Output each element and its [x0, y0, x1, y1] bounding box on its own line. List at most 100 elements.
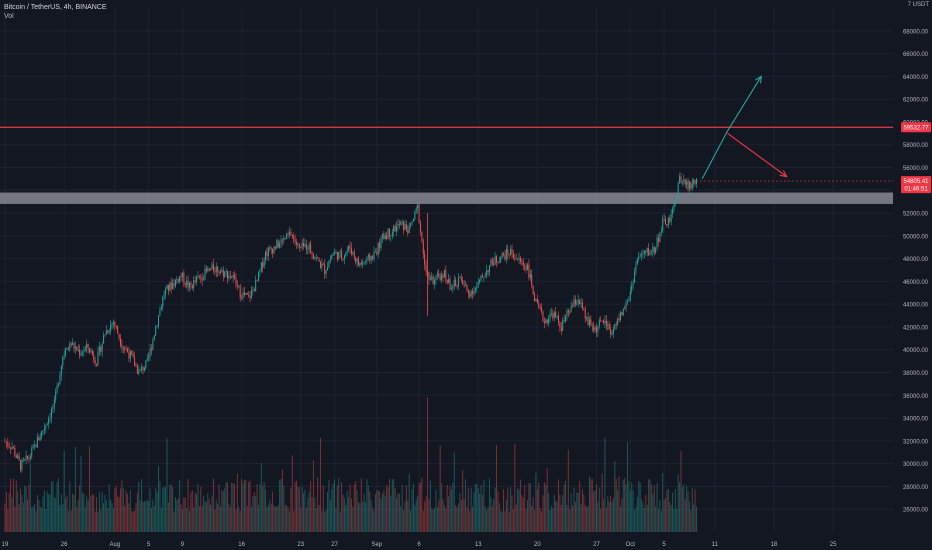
candle-body[interactable] — [398, 224, 400, 226]
candle-body[interactable] — [429, 279, 431, 281]
projection-arrows[interactable] — [701, 75, 788, 180]
candle-body[interactable] — [401, 221, 403, 223]
candle-body[interactable] — [280, 239, 282, 244]
candle-body[interactable] — [34, 444, 36, 446]
candle-body[interactable] — [570, 306, 572, 312]
candle-body[interactable] — [688, 182, 690, 190]
candle-body[interactable] — [669, 217, 671, 222]
candle-body[interactable] — [322, 263, 324, 265]
candle-body[interactable] — [210, 268, 212, 271]
candle-body[interactable] — [107, 330, 109, 333]
candle-body[interactable] — [318, 258, 320, 262]
candle-body[interactable] — [584, 308, 586, 319]
candle-body[interactable] — [83, 350, 85, 353]
candle-body[interactable] — [117, 326, 119, 334]
candle-body[interactable] — [334, 252, 336, 254]
candle-body[interactable] — [141, 366, 143, 369]
candle-body[interactable] — [566, 310, 568, 317]
candle-body[interactable] — [253, 289, 255, 292]
candle-body[interactable] — [201, 277, 203, 281]
candle-body[interactable] — [418, 204, 420, 223]
candle-body[interactable] — [628, 300, 630, 302]
candle-body[interactable] — [324, 264, 326, 275]
candle-body[interactable] — [135, 366, 137, 367]
candle-body[interactable] — [307, 249, 309, 251]
candle-body[interactable] — [415, 208, 417, 211]
candle-body[interactable] — [27, 455, 29, 459]
candle-body[interactable] — [338, 252, 340, 260]
candle-body[interactable] — [372, 256, 374, 260]
candle-body[interactable] — [272, 249, 274, 254]
candle-body[interactable] — [565, 316, 567, 322]
candle-body[interactable] — [574, 299, 576, 305]
candle-body[interactable] — [305, 244, 307, 250]
candle-body[interactable] — [125, 348, 127, 350]
candle-body[interactable] — [522, 261, 524, 266]
candle-body[interactable] — [435, 275, 437, 280]
candle-body[interactable] — [652, 246, 654, 252]
candle-body[interactable] — [105, 330, 107, 335]
candle-body[interactable] — [374, 251, 376, 253]
candle-body[interactable] — [273, 246, 275, 254]
candle-body[interactable] — [412, 219, 414, 222]
candle-body[interactable] — [246, 292, 248, 295]
candle-body[interactable] — [260, 262, 262, 271]
candle-body[interactable] — [662, 219, 664, 232]
candle-body[interactable] — [555, 312, 557, 317]
candle-body[interactable] — [505, 249, 507, 260]
candle-body[interactable] — [636, 258, 638, 265]
candle-body[interactable] — [41, 431, 43, 438]
candle-body[interactable] — [580, 302, 582, 304]
candle-body[interactable] — [158, 315, 160, 326]
candle-body[interactable] — [524, 265, 526, 266]
candle-body[interactable] — [327, 267, 329, 271]
candle-body[interactable] — [386, 235, 388, 239]
candle-body[interactable] — [266, 251, 268, 256]
candle-body[interactable] — [162, 296, 164, 307]
candle-body[interactable] — [208, 268, 210, 271]
candle-body[interactable] — [317, 257, 319, 259]
candle-body[interactable] — [24, 459, 26, 461]
candle-body[interactable] — [539, 306, 541, 309]
candle-body[interactable] — [136, 366, 138, 374]
candle-body[interactable] — [114, 321, 116, 326]
candle-body[interactable] — [31, 448, 33, 457]
candle-body[interactable] — [638, 257, 640, 259]
candle-body[interactable] — [676, 196, 678, 202]
candle-body[interactable] — [369, 254, 371, 261]
candle-body[interactable] — [490, 260, 492, 266]
candle-body[interactable] — [341, 251, 343, 259]
candle-body[interactable] — [535, 299, 537, 302]
candle-body[interactable] — [298, 243, 300, 248]
candle-body[interactable] — [563, 320, 565, 322]
candle-body[interactable] — [312, 254, 314, 260]
candle-body[interactable] — [597, 325, 599, 332]
candle-body[interactable] — [284, 238, 286, 239]
candle-body[interactable] — [119, 338, 121, 346]
candle-body[interactable] — [408, 225, 410, 234]
candle-body[interactable] — [331, 255, 333, 260]
candle-body[interactable] — [258, 272, 259, 281]
candle-body[interactable] — [314, 257, 316, 260]
candle-body[interactable] — [531, 274, 533, 286]
candle-body[interactable] — [346, 250, 348, 253]
candle-body[interactable] — [472, 290, 474, 294]
candle-body[interactable] — [591, 325, 593, 327]
candle-body[interactable] — [53, 399, 55, 408]
candle-body[interactable] — [625, 302, 627, 310]
candle-body[interactable] — [439, 276, 441, 280]
candle-body[interactable] — [296, 242, 298, 245]
candle-body[interactable] — [303, 243, 305, 247]
candle-body[interactable] — [504, 254, 506, 260]
candle-body[interactable] — [39, 437, 41, 441]
candle-body[interactable] — [65, 348, 67, 356]
candle-body[interactable] — [36, 437, 38, 448]
candle-body[interactable] — [214, 270, 216, 272]
candle-body[interactable] — [221, 269, 223, 272]
candle-body[interactable] — [567, 310, 569, 312]
candle-body[interactable] — [255, 280, 257, 292]
candle-body[interactable] — [111, 323, 113, 325]
candle-body[interactable] — [38, 437, 40, 441]
candle-body[interactable] — [498, 262, 500, 264]
candle-body[interactable] — [15, 455, 17, 458]
